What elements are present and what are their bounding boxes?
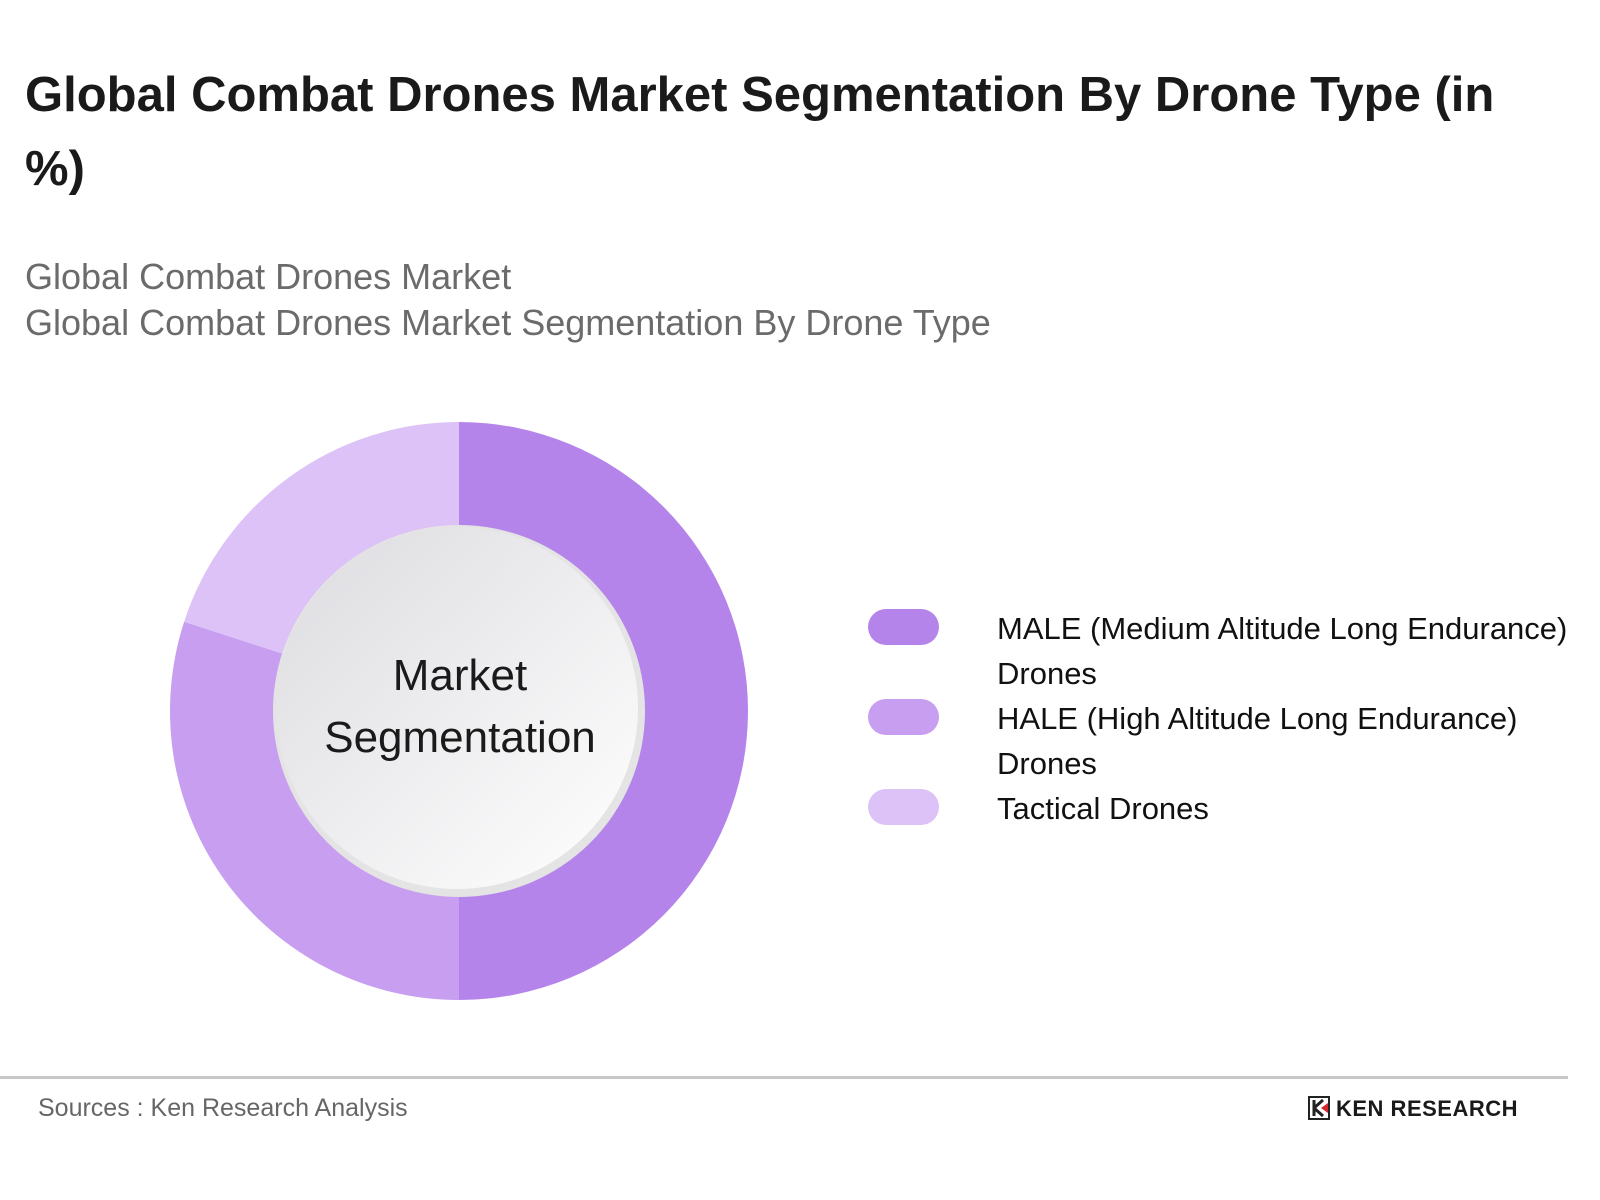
subtitle-line: Global Combat Drones Market (25, 256, 512, 297)
legend: MALE (Medium Altitude Long Endurance) Dr… (868, 606, 1568, 831)
legend-item-male: MALE (Medium Altitude Long Endurance) Dr… (868, 606, 1568, 696)
center-label-line: Market (392, 651, 528, 700)
source-note: Sources : Ken Research Analysis (38, 1094, 408, 1122)
chart-subtitle: Global Combat Drones Market Global Comba… (25, 254, 991, 346)
legend-item-hale: HALE (High Altitude Long Endurance) Dron… (868, 696, 1568, 786)
donut-center-label: Market Segmentation (272, 645, 648, 769)
subtitle-line: Global Combat Drones Market Segmentation… (25, 302, 991, 343)
ken-research-logo: KEN RESEARCH (1308, 1096, 1518, 1122)
donut-chart (169, 422, 748, 1000)
legend-swatch (868, 699, 939, 735)
donut-hole (276, 527, 638, 889)
chart-title: Global Combat Drones Market Segmentation… (25, 68, 1495, 196)
legend-label: Tactical Drones (997, 791, 1209, 826)
legend-label: MALE (Medium Altitude Long Endurance) Dr… (997, 611, 1568, 691)
logo-k-icon (1308, 1096, 1330, 1120)
legend-label: HALE (High Altitude Long Endurance) Dron… (997, 701, 1518, 781)
center-label-line: Segmentation (324, 713, 596, 762)
legend-item-tactical: Tactical Drones (868, 786, 1568, 831)
donut-slice-2 (184, 422, 460, 665)
footer-divider (0, 1076, 1568, 1079)
legend-swatch (868, 609, 939, 645)
legend-swatch (868, 789, 939, 825)
logo-text: KEN RESEARCH (1336, 1096, 1519, 1121)
